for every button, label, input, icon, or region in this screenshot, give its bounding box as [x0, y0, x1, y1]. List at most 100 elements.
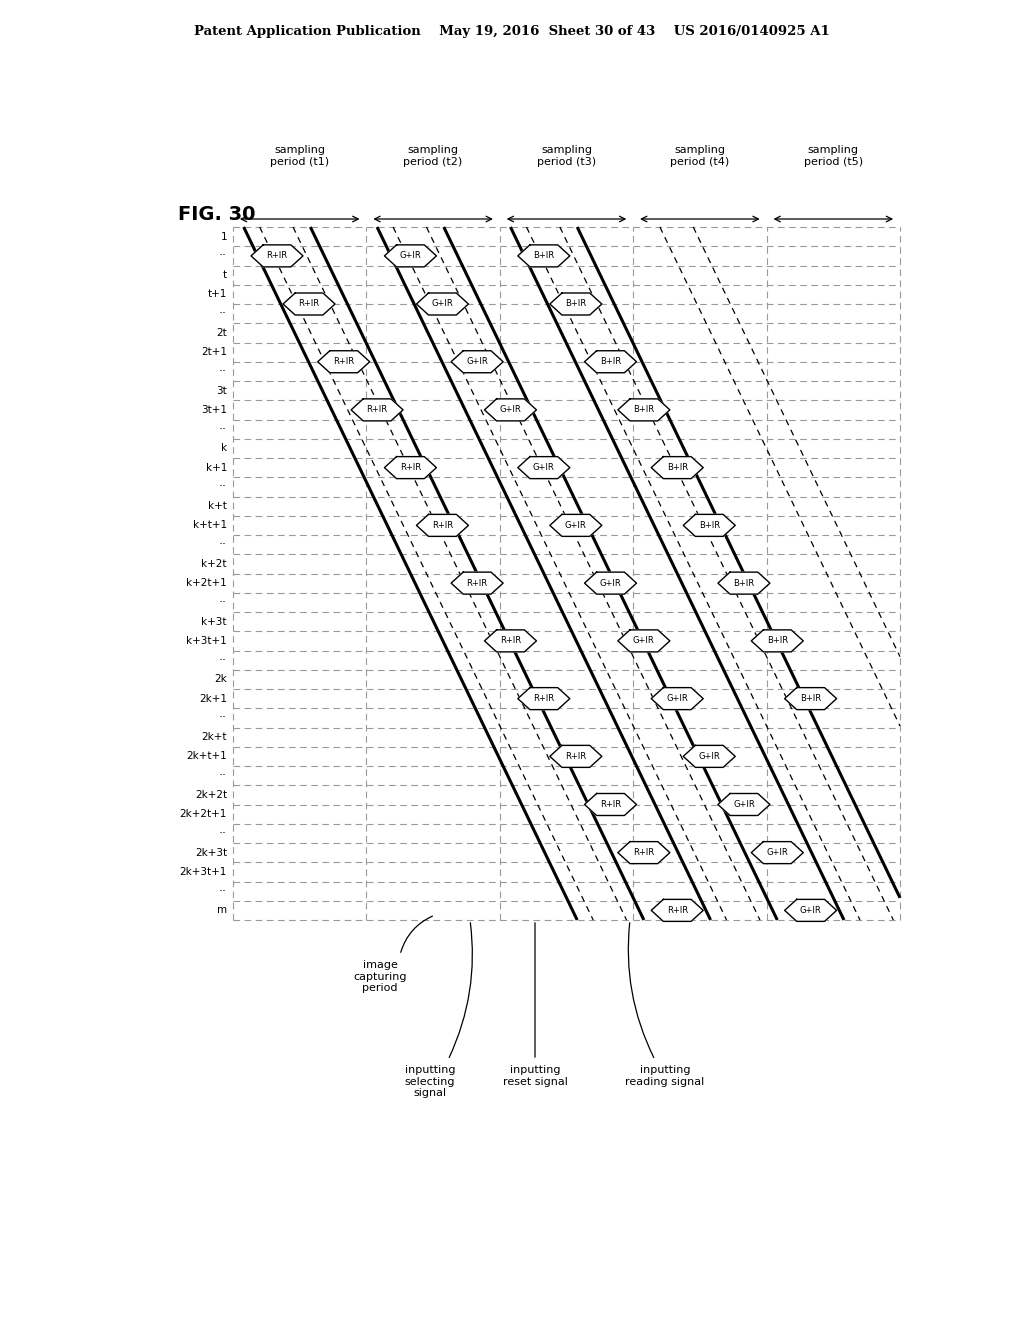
Text: B+IR: B+IR — [800, 694, 821, 704]
Polygon shape — [518, 457, 569, 479]
Text: 2k+2t+1: 2k+2t+1 — [179, 809, 227, 820]
Text: R+IR: R+IR — [534, 694, 554, 704]
Polygon shape — [718, 793, 770, 816]
Text: R+IR: R+IR — [298, 300, 319, 309]
Text: G+IR: G+IR — [633, 636, 654, 645]
Text: ··: ·· — [219, 826, 227, 840]
Text: 2t+1: 2t+1 — [201, 347, 227, 358]
Text: 2k+2t: 2k+2t — [195, 789, 227, 800]
Text: ··: ·· — [219, 308, 227, 321]
Text: R+IR: R+IR — [500, 636, 521, 645]
Text: sampling
period (t5): sampling period (t5) — [804, 145, 863, 168]
Polygon shape — [585, 793, 637, 816]
Text: R+IR: R+IR — [399, 463, 421, 473]
Polygon shape — [452, 351, 503, 372]
Text: B+IR: B+IR — [698, 521, 720, 529]
Text: R+IR: R+IR — [333, 358, 354, 366]
Text: Patent Application Publication    May 19, 2016  Sheet 30 of 43    US 2016/014092: Patent Application Publication May 19, 2… — [195, 25, 829, 38]
Polygon shape — [283, 293, 335, 315]
Polygon shape — [651, 688, 703, 710]
Text: ··: ·· — [219, 595, 227, 609]
Text: 2k+3t: 2k+3t — [195, 847, 227, 858]
Polygon shape — [484, 399, 537, 421]
Text: 3t: 3t — [216, 385, 227, 396]
Text: B+IR: B+IR — [667, 463, 688, 473]
Text: G+IR: G+IR — [500, 405, 521, 414]
Text: G+IR: G+IR — [399, 251, 421, 260]
Text: FIG. 30: FIG. 30 — [178, 205, 256, 224]
Polygon shape — [417, 515, 468, 536]
Text: ··: ·· — [219, 480, 227, 494]
Text: R+IR: R+IR — [600, 800, 622, 809]
Text: G+IR: G+IR — [766, 849, 788, 857]
Text: R+IR: R+IR — [565, 752, 587, 760]
Text: ··: ·· — [219, 653, 227, 667]
Text: ··: ·· — [219, 249, 227, 263]
Polygon shape — [351, 399, 403, 421]
Polygon shape — [550, 293, 602, 315]
Text: B+IR: B+IR — [733, 578, 755, 587]
Text: R+IR: R+IR — [266, 251, 288, 260]
Text: ··: ·· — [219, 422, 227, 436]
Text: B+IR: B+IR — [633, 405, 654, 414]
Polygon shape — [585, 351, 637, 372]
Polygon shape — [617, 842, 670, 863]
Polygon shape — [384, 246, 436, 267]
Text: G+IR: G+IR — [431, 300, 454, 309]
Text: inputting
reset signal: inputting reset signal — [503, 1065, 567, 1086]
Text: ··: ·· — [219, 539, 227, 552]
Polygon shape — [452, 572, 503, 594]
Polygon shape — [752, 842, 803, 863]
Text: sampling
period (t1): sampling period (t1) — [270, 145, 330, 168]
Text: 2k+t+1: 2k+t+1 — [186, 751, 227, 762]
Polygon shape — [683, 746, 735, 767]
Polygon shape — [550, 746, 602, 767]
Text: t: t — [223, 271, 227, 280]
Polygon shape — [251, 246, 303, 267]
Text: k+1: k+1 — [206, 462, 227, 473]
Text: k+2t+1: k+2t+1 — [186, 578, 227, 589]
Polygon shape — [651, 457, 703, 479]
Text: G+IR: G+IR — [532, 463, 555, 473]
Text: R+IR: R+IR — [432, 521, 453, 529]
Polygon shape — [550, 515, 602, 536]
Polygon shape — [752, 630, 803, 652]
Polygon shape — [518, 246, 569, 267]
Text: 2t: 2t — [216, 327, 227, 338]
Text: G+IR: G+IR — [733, 800, 755, 809]
Polygon shape — [417, 293, 468, 315]
Text: k+t: k+t — [208, 502, 227, 511]
Text: R+IR: R+IR — [633, 849, 654, 857]
Text: B+IR: B+IR — [565, 300, 587, 309]
Text: k+t+1: k+t+1 — [193, 520, 227, 531]
Text: ··: ·· — [219, 711, 227, 725]
Text: ··: ·· — [219, 364, 227, 378]
Text: B+IR: B+IR — [534, 251, 554, 260]
Text: G+IR: G+IR — [466, 358, 488, 366]
Text: t+1: t+1 — [208, 289, 227, 300]
Text: image
capturing
period: image capturing period — [353, 960, 407, 993]
Text: R+IR: R+IR — [467, 578, 487, 587]
Text: R+IR: R+IR — [667, 906, 688, 915]
Text: B+IR: B+IR — [767, 636, 787, 645]
Text: ··: ·· — [219, 770, 227, 783]
Polygon shape — [617, 399, 670, 421]
Text: B+IR: B+IR — [600, 358, 622, 366]
Text: G+IR: G+IR — [800, 906, 821, 915]
Polygon shape — [784, 899, 837, 921]
Polygon shape — [585, 572, 637, 594]
Polygon shape — [484, 630, 537, 652]
Polygon shape — [784, 688, 837, 710]
Text: 3t+1: 3t+1 — [201, 405, 227, 414]
Polygon shape — [651, 899, 703, 921]
Text: m: m — [217, 906, 227, 915]
Text: ··: ·· — [219, 884, 227, 898]
Text: sampling
period (t4): sampling period (t4) — [671, 145, 729, 168]
Text: 2k+1: 2k+1 — [199, 693, 227, 704]
Text: G+IR: G+IR — [667, 694, 688, 704]
Text: sampling
period (t2): sampling period (t2) — [403, 145, 463, 168]
Text: 2k+3t+1: 2k+3t+1 — [179, 867, 227, 876]
Text: 2k+t: 2k+t — [202, 733, 227, 742]
Text: inputting
selecting
signal: inputting selecting signal — [404, 1065, 456, 1098]
Polygon shape — [683, 515, 735, 536]
